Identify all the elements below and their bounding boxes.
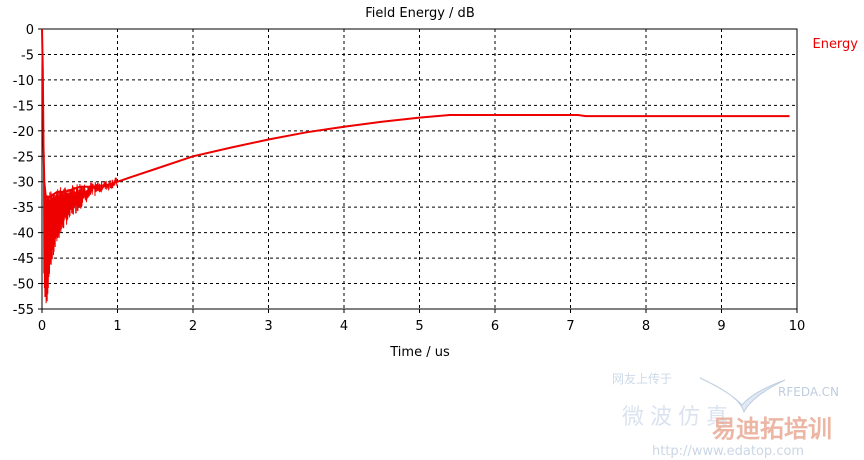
bird-logo-icon (699, 377, 786, 414)
x-tick-label: 1 (113, 319, 121, 334)
x-tick-label: 5 (415, 319, 423, 334)
x-tick-label: 9 (717, 319, 725, 334)
series-energy-noise (43, 146, 118, 304)
legend-entry-energy: Energy (812, 37, 858, 52)
x-axis-label: Time / us (389, 345, 450, 360)
y-tick-label: -10 (13, 74, 34, 89)
watermark-brand-edatop: 易迪拓培训 (712, 415, 832, 443)
x-axis: 0 1 2 3 4 5 6 7 8 9 10 (38, 309, 805, 334)
y-axis: 0 -5 -10 -15 -20 -25 -30 -35 -40 -45 -50 -55 (13, 23, 42, 318)
y-tick-label: -50 (13, 278, 34, 293)
y-tick-label: -15 (13, 99, 34, 114)
y-tick-label: -35 (13, 201, 34, 216)
watermark: 网友上传于 RFEDA.CN 微波仿真 易迪拓培训 http://www.eda… (612, 371, 839, 459)
x-tick-label: 2 (189, 319, 197, 334)
watermark-line1: 网友上传于 (612, 371, 672, 386)
x-tick-label: 6 (491, 319, 499, 334)
watermark-url: http://www.edatop.com (652, 444, 804, 459)
grid (42, 29, 797, 309)
y-tick-label: -25 (13, 150, 34, 165)
y-tick-label: -20 (13, 125, 34, 140)
watermark-line2: 微波仿真 (622, 405, 734, 430)
y-tick-label: -5 (21, 48, 34, 63)
chart-title: Field Energy / dB (365, 6, 474, 21)
y-tick-label: -40 (13, 227, 34, 242)
x-tick-label: 7 (566, 319, 574, 334)
y-tick-label: -30 (13, 176, 34, 191)
y-tick-label: -45 (13, 252, 34, 267)
x-tick-label: 10 (789, 319, 806, 334)
series-layer (41, 28, 790, 304)
series-energy-line (41, 28, 790, 198)
x-tick-label: 4 (340, 319, 348, 334)
y-tick-label: 0 (26, 23, 34, 38)
x-tick-label: 8 (642, 319, 650, 334)
y-tick-label: -55 (13, 303, 34, 318)
x-tick-label: 0 (38, 319, 46, 334)
x-tick-label: 3 (264, 319, 272, 334)
watermark-brand-rfeda: RFEDA.CN (778, 385, 839, 399)
